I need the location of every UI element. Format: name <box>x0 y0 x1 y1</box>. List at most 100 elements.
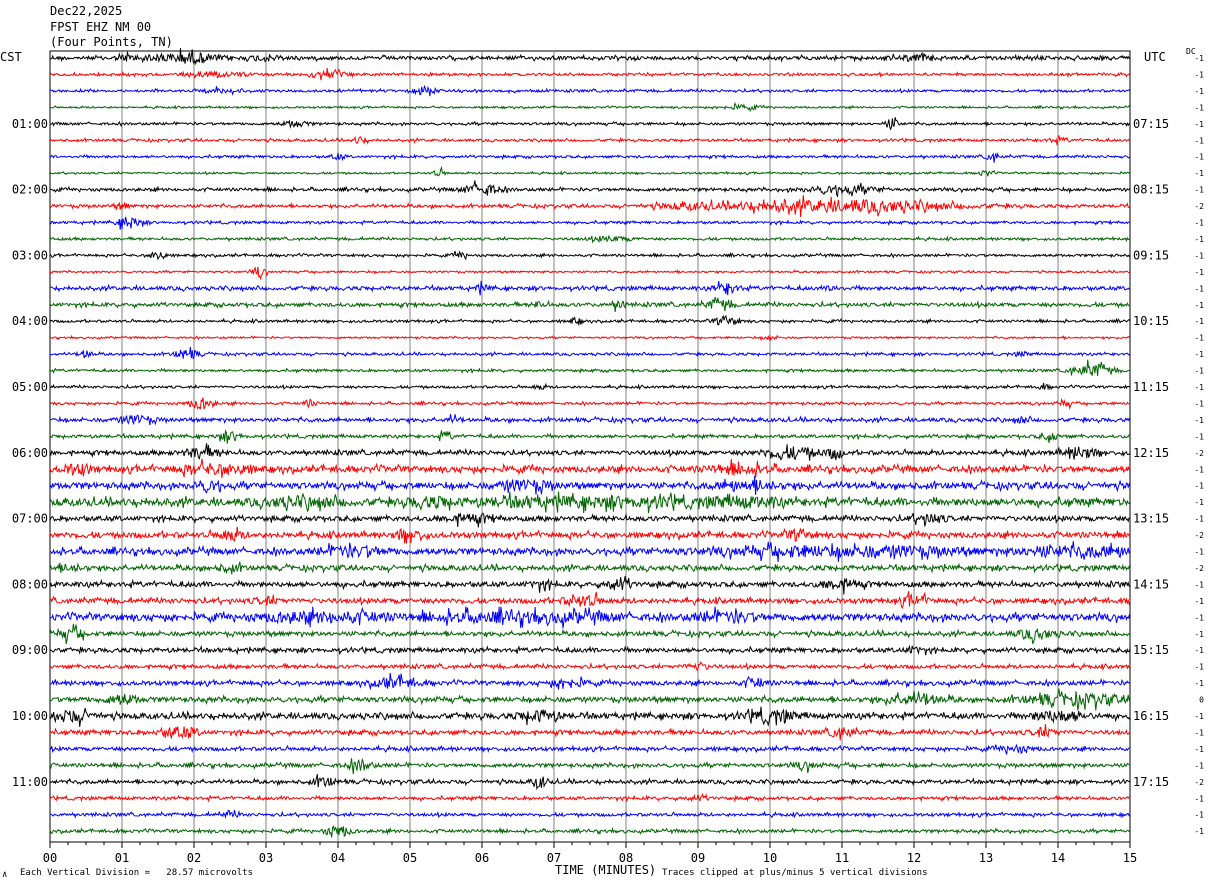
utc-hour-label: 12:15 <box>1133 446 1169 460</box>
seismic-trace <box>49 706 1131 727</box>
utc-hour-label: 08:15 <box>1133 183 1169 197</box>
seismic-trace <box>49 216 1131 230</box>
dc-offset-value: -1 <box>1194 597 1204 606</box>
seismic-trace <box>49 48 1131 66</box>
dc-offset-value: -1 <box>1194 679 1204 688</box>
dc-offset-value: -1 <box>1194 350 1204 359</box>
vertical-division-note: Each Vertical Division = 28.57 microvolt… <box>20 868 253 878</box>
dc-offset-value: -1 <box>1194 745 1204 754</box>
seismic-trace <box>49 743 1131 755</box>
dc-offset-value: -2 <box>1194 202 1204 211</box>
plot-date: Dec22,2025 <box>50 4 123 18</box>
cst-hour-label: 03:00 <box>12 248 48 262</box>
dc-offset-value: -1 <box>1194 103 1204 112</box>
seismic-trace <box>49 429 1131 444</box>
seismic-trace <box>49 672 1131 691</box>
dc-offset-value: -1 <box>1194 630 1204 639</box>
dc-offset-value: -1 <box>1194 465 1204 474</box>
seismic-trace <box>49 397 1131 411</box>
x-tick-label: 13 <box>979 851 993 865</box>
dc-offset-value: 0 <box>1199 696 1204 705</box>
dc-offset-value: -1 <box>1194 811 1204 820</box>
dc-offset-value: -1 <box>1194 219 1204 228</box>
seismic-trace <box>49 688 1131 711</box>
x-axis-title: TIME (MINUTES) <box>555 863 657 877</box>
dc-offset-value: -2 <box>1194 449 1204 458</box>
cst-hour-label: 05:00 <box>12 380 48 394</box>
seismic-trace <box>49 152 1130 163</box>
dc-offset-value: -1 <box>1194 482 1204 491</box>
seismic-trace <box>49 346 1131 360</box>
cst-hour-label: 06:00 <box>12 446 48 460</box>
cst-hour-label: 11:00 <box>12 775 48 789</box>
seismic-trace <box>49 757 1131 775</box>
seismic-trace <box>49 458 1131 479</box>
utc-hour-label: 17:15 <box>1133 775 1169 789</box>
cst-hour-label: 02:00 <box>12 183 48 197</box>
utc-hour-label: 16:15 <box>1133 709 1169 723</box>
x-tick-label: 03 <box>259 851 273 865</box>
dc-offset-value: -1 <box>1194 548 1204 557</box>
dc-offset-header: DC <box>1186 47 1196 56</box>
x-tick-label: 09 <box>691 851 705 865</box>
seismic-trace <box>49 101 1131 113</box>
cst-hour-label: 09:00 <box>12 643 48 657</box>
dc-offset-value: -1 <box>1194 284 1204 293</box>
utc-hour-label: 13:15 <box>1133 512 1169 526</box>
dc-offset-value: -1 <box>1194 70 1204 79</box>
cst-hour-label: 10:00 <box>12 709 48 723</box>
dc-offset-value: -1 <box>1194 120 1204 129</box>
seismic-trace <box>49 382 1131 391</box>
seismic-trace <box>49 644 1131 656</box>
dc-offset-value: -1 <box>1194 432 1204 441</box>
utc-hour-label: 15:15 <box>1133 643 1169 657</box>
x-tick-label: 07 <box>547 851 561 865</box>
seismic-trace <box>49 234 1131 244</box>
seismic-trace <box>49 117 1131 131</box>
dc-offset-value: -1 <box>1194 399 1204 408</box>
x-tick-label: 10 <box>763 851 777 865</box>
x-tick-label: 08 <box>619 851 633 865</box>
seismic-trace <box>49 475 1131 495</box>
dc-offset-value: -1 <box>1194 186 1204 195</box>
dc-offset-value: -1 <box>1194 235 1204 244</box>
dc-offset-value: -1 <box>1194 761 1204 770</box>
dc-offset-value: -1 <box>1194 416 1204 425</box>
seismic-trace <box>49 576 1131 595</box>
dc-offset-value: -1 <box>1194 87 1204 96</box>
dc-offset-value: -1 <box>1194 367 1204 376</box>
x-tick-label: 04 <box>331 851 345 865</box>
dc-offset-value: -1 <box>1194 613 1204 622</box>
station-code: FPST EHZ NM 00 <box>50 20 152 34</box>
seismic-trace <box>49 623 1131 645</box>
cst-hour-label: 08:00 <box>12 577 48 591</box>
seismic-trace <box>49 195 1131 217</box>
dc-offset-value: -2 <box>1194 531 1204 540</box>
seismic-trace <box>49 84 1131 97</box>
seismic-trace <box>49 825 1131 838</box>
x-tick-label: 01 <box>115 851 129 865</box>
x-tick-label: 14 <box>1051 851 1065 865</box>
seismic-trace <box>49 180 1131 198</box>
dc-offset-value: -1 <box>1194 136 1204 145</box>
dc-offset-value: -2 <box>1194 564 1204 573</box>
dc-offset-value: -1 <box>1194 498 1204 507</box>
dc-offset-value: -1 <box>1194 383 1204 392</box>
dc-offset-value: -1 <box>1194 663 1204 672</box>
utc-hour-label: 09:15 <box>1133 248 1169 262</box>
dc-offset-value: -1 <box>1194 712 1204 721</box>
seismic-trace <box>49 526 1131 544</box>
seismic-trace <box>49 414 1131 426</box>
seismic-trace <box>49 250 1131 261</box>
seismic-trace <box>49 661 1131 672</box>
seismic-trace <box>49 359 1131 376</box>
x-tick-label: 12 <box>907 851 921 865</box>
seismic-trace <box>50 809 1131 820</box>
left-timezone-label: CST <box>0 50 22 64</box>
seismic-trace <box>49 135 1131 146</box>
seismic-trace <box>49 591 1131 610</box>
x-tick-label: 05 <box>403 851 417 865</box>
dc-offset-value: -1 <box>1194 169 1204 178</box>
seismic-trace <box>49 314 1131 326</box>
